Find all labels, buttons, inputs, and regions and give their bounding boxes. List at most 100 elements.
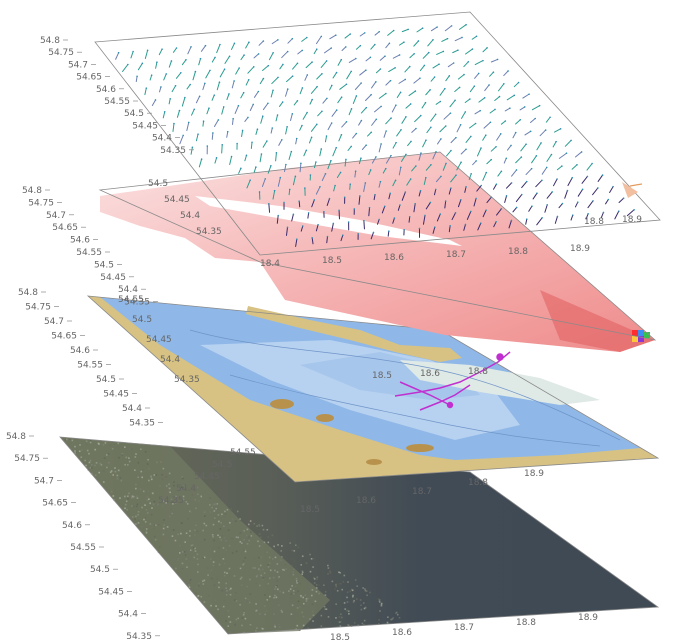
y-tick-label: 54.65	[52, 223, 78, 233]
y-tick-label: 54.5	[90, 565, 110, 575]
inner-y-tick-label: 54.5	[212, 460, 232, 470]
latitude-axis: 54.8 54.75 54.7 54.65 54.6 54.55 54.5 54.45 54.4…	[6, 36, 194, 641]
y-tick-label: 54.7	[34, 476, 54, 486]
x-tick-label: 18.6	[392, 628, 412, 638]
y-tick-label: 54.75	[28, 198, 54, 208]
y-tick-label: 54.7	[68, 60, 88, 70]
y-tick-label: 54.55	[70, 543, 96, 553]
y-tick-label: 54.6	[96, 85, 116, 95]
y-tick-label: 54.45	[132, 121, 158, 131]
chart-depth-contours	[189, 329, 621, 447]
inner-y-tick-label: 54.35	[158, 496, 184, 506]
layer2-y-ticks: 54.5 54.45 54.4 54.35	[148, 179, 222, 237]
y-tick-label: 54.8	[18, 288, 38, 298]
x-tick-label: 18.9	[578, 613, 598, 623]
inner-x-tick-label: 18.9	[622, 215, 642, 225]
y-tick-label: 54.5	[94, 260, 114, 270]
x-tick-label: 18.8	[516, 618, 536, 628]
temperature-gap	[195, 196, 462, 246]
inner-y-tick-label: 54.35	[174, 375, 200, 385]
y-tick-label: 54.55	[104, 97, 130, 107]
temperature-hot-corner	[540, 290, 655, 352]
inner-y-tick-label: 54.45	[146, 335, 172, 345]
inner-y-tick-label: 54.55	[118, 295, 144, 305]
layer-current-vectors: 18.8 18.9	[94, 11, 661, 256]
inner-x-tick-label: 18.6	[356, 496, 376, 506]
y-tick-label: 54.4	[122, 404, 142, 414]
inner-y-tick-label: 54.45	[164, 195, 190, 205]
y-tick-label: 54.65	[42, 499, 68, 509]
y-tick-label: 54.4	[118, 610, 138, 620]
satellite-texture	[64, 438, 401, 634]
longitude-axis: 18.5 18.6 18.7 18.8 18.9	[330, 613, 598, 641]
inner-y-tick-label: 54.4	[160, 355, 180, 365]
layer3-x-ticks: 18.5 18.6 18.8	[372, 367, 488, 381]
y-tick-label: 54.45	[100, 273, 126, 283]
y-tick-label: 54.5	[96, 375, 116, 385]
layer3-y-ticks: 54.55 54.5 54.45 54.4 54.35	[118, 295, 200, 385]
y-tick-label: 54.6	[70, 236, 90, 246]
inner-x-tick-label: 18.4	[260, 259, 280, 269]
layer4-x-ticks: 18.5 18.6 18.7 18.8 18.9	[300, 469, 544, 515]
y-tick-label: 54.65	[51, 332, 77, 342]
inner-x-tick-label: 18.8	[584, 217, 604, 227]
inner-y-tick-label: 54.5	[148, 179, 168, 189]
y-tick-label: 54.8	[22, 186, 42, 196]
inner-x-tick-label: 18.7	[412, 487, 432, 497]
y-tick-label: 54.7	[44, 317, 64, 327]
x-tick-label: 18.5	[330, 633, 350, 641]
y-tick-label: 54.35	[129, 419, 155, 429]
layer2-x-ticks: 18.4 18.5 18.6 18.7 18.8 18.9	[260, 244, 590, 269]
corner-glyph	[622, 182, 643, 198]
inner-x-tick-label: 18.5	[300, 505, 320, 515]
y-tick-label: 54.65	[76, 73, 102, 83]
ship-track	[394, 351, 511, 411]
y-tick-label: 54.35	[126, 632, 152, 641]
y-tick-label: 54.5	[124, 109, 144, 119]
inner-y-tick-label: 54.45	[194, 472, 220, 482]
y-tick-label: 54.6	[62, 521, 82, 531]
inner-y-tick-label: 54.4	[180, 211, 200, 221]
layer-satellite: 54.55 54.5 54.45 54.4 54.35 18.5 18.6 18.7 18.8…	[59, 436, 660, 635]
inner-x-tick-label: 18.6	[420, 369, 440, 379]
y-tick-label: 54.4	[118, 285, 138, 295]
y-tick-label: 54.35	[160, 146, 186, 156]
inner-x-tick-label: 18.8	[508, 247, 528, 257]
inner-x-tick-label: 18.7	[446, 250, 466, 260]
inner-x-tick-label: 18.9	[524, 469, 544, 479]
layer4-y-ticks: 54.55 54.5 54.45 54.4 54.35	[158, 448, 256, 506]
layer1-x-ticks: 18.8 18.9	[584, 215, 642, 227]
y-tick-label: 54.45	[98, 587, 124, 597]
chart-lagoon	[400, 360, 600, 405]
y-tick-label: 54.8	[6, 432, 26, 442]
inner-x-tick-label: 18.5	[372, 371, 392, 381]
layer-nautical-chart: 54.55 54.5 54.45 54.4 54.35 18.5 18.6 18.8	[86, 295, 660, 483]
y-tick-label: 54.4	[152, 134, 172, 144]
y-tick-label: 54.45	[103, 390, 129, 400]
inner-x-tick-label: 18.5	[322, 256, 342, 266]
current-arrows	[115, 23, 635, 247]
inner-y-tick-label: 54.5	[132, 315, 152, 325]
temperature-legend-patch	[632, 330, 650, 342]
inner-x-tick-label: 18.8	[468, 367, 488, 377]
y-tick-label: 54.75	[14, 454, 40, 464]
inner-y-tick-label: 54.55	[230, 448, 256, 458]
inner-y-tick-label: 54.35	[196, 227, 222, 237]
inner-x-tick-label: 18.6	[384, 253, 404, 263]
y-tick-label: 54.7	[46, 211, 66, 221]
chart-spit	[246, 306, 462, 362]
y-tick-label: 54.35	[124, 298, 150, 308]
inner-y-tick-label: 54.4	[176, 484, 196, 494]
y-tick-label: 54.55	[76, 248, 102, 258]
y-tick-label: 54.8	[40, 36, 60, 46]
chart-bay	[300, 352, 480, 400]
y-tick-label: 54.6	[70, 346, 90, 356]
inner-x-tick-label: 18.8	[468, 478, 488, 488]
inner-x-tick-label: 18.9	[570, 244, 590, 254]
x-tick-label: 18.7	[454, 623, 474, 633]
y-tick-label: 54.75	[25, 303, 51, 313]
y-tick-label: 54.75	[48, 48, 74, 58]
y-tick-label: 54.55	[77, 361, 103, 371]
